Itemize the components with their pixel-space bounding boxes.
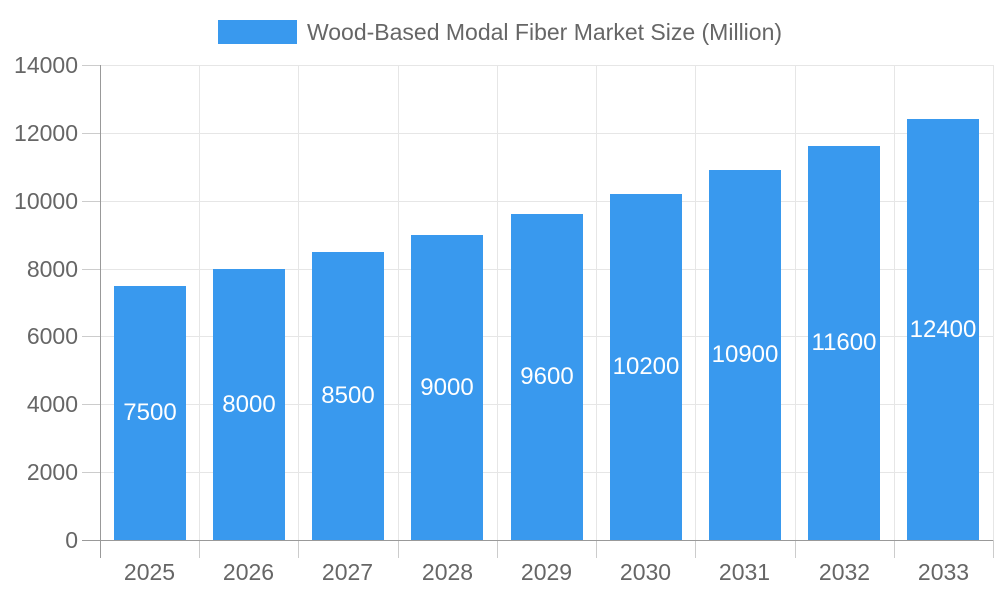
bar-value-label: 8000	[222, 390, 276, 418]
y-axis-label: 8000	[26, 256, 78, 282]
bar[interactable]: 10900	[709, 170, 781, 540]
y-tick	[82, 336, 100, 337]
x-axis-label: 2025	[123, 559, 176, 585]
gridline-vertical	[199, 65, 200, 540]
y-axis-line	[100, 65, 101, 558]
gridline-vertical	[398, 65, 399, 540]
bar-value-label: 9000	[420, 373, 474, 401]
gridline-vertical	[497, 65, 498, 540]
x-tick	[596, 540, 597, 558]
bar-value-label: 10200	[612, 353, 680, 380]
x-tick	[398, 540, 399, 558]
x-axis-label: 2031	[718, 559, 771, 585]
gridline-vertical	[993, 65, 994, 540]
bar[interactable]: 7500	[114, 286, 186, 540]
x-axis-label: 2033	[917, 559, 970, 585]
y-axis-label: 4000	[26, 391, 78, 417]
x-tick	[199, 540, 200, 558]
gridline-vertical	[298, 65, 299, 540]
bar[interactable]: 8500	[312, 252, 384, 540]
y-axis-label: 12000	[14, 120, 78, 146]
y-axis-label: 6000	[26, 323, 78, 349]
gridline-vertical	[596, 65, 597, 540]
legend-swatch	[217, 20, 297, 44]
y-tick	[82, 65, 100, 66]
x-axis-label: 2028	[421, 559, 474, 585]
x-axis-line	[82, 540, 993, 541]
bar[interactable]: 9600	[511, 214, 583, 540]
y-axis-label: 0	[65, 527, 78, 553]
legend[interactable]: Wood-Based Modal Fiber Market Size (Mill…	[0, 18, 1000, 46]
bar-value-label: 11600	[811, 329, 877, 356]
x-axis-label: 2030	[619, 559, 672, 585]
bar[interactable]: 10200	[610, 194, 682, 540]
bar-value-label: 8500	[321, 382, 375, 409]
gridline-vertical	[695, 65, 696, 540]
bar-value-label: 12400	[909, 315, 977, 343]
y-axis-label: 14000	[14, 52, 78, 78]
y-tick	[82, 404, 100, 405]
y-axis-label: 10000	[14, 188, 78, 214]
y-tick	[82, 201, 100, 202]
x-tick	[993, 540, 994, 558]
legend-label: Wood-Based Modal Fiber Market Size (Mill…	[306, 18, 783, 45]
x-axis-label: 2032	[818, 559, 871, 585]
y-tick	[82, 269, 100, 270]
x-axis-label: 2026	[222, 559, 275, 585]
bar-value-label: 7500	[123, 399, 177, 426]
y-tick	[82, 472, 100, 473]
x-tick	[695, 540, 696, 558]
gridline-horizontal	[100, 65, 993, 66]
bar[interactable]: 9000	[411, 235, 483, 540]
x-axis-label: 2029	[520, 559, 573, 585]
bar-value-label: 10900	[711, 341, 779, 368]
bar[interactable]: 11600	[808, 146, 880, 540]
gridline-horizontal	[100, 133, 993, 134]
x-tick	[795, 540, 796, 558]
y-tick	[82, 133, 100, 134]
bar-value-label: 9600	[520, 363, 574, 390]
bar[interactable]: 8000	[213, 269, 285, 540]
x-tick	[894, 540, 895, 558]
gridline-vertical	[894, 65, 895, 540]
x-tick	[298, 540, 299, 558]
x-axis-label: 2027	[321, 559, 374, 585]
x-tick	[497, 540, 498, 558]
gridline-vertical	[795, 65, 796, 540]
bar[interactable]: 12400	[907, 119, 979, 540]
y-axis-label: 2000	[26, 459, 78, 485]
